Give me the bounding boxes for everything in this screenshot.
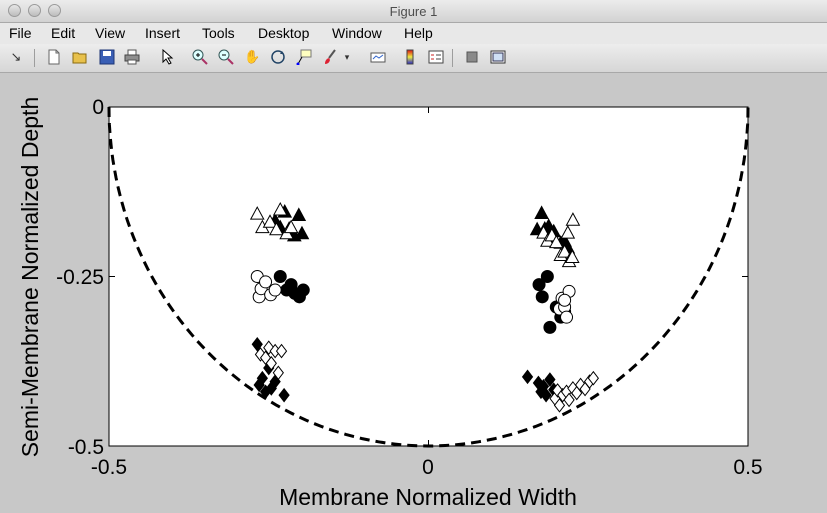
- data-point-triangle-open: [283, 219, 299, 234]
- x-axis-label: Membrane Normalized Width: [279, 484, 577, 510]
- rotate-3d-icon[interactable]: [270, 49, 286, 65]
- pan-icon[interactable]: ✋: [244, 49, 261, 64]
- data-point-circle-filled: [535, 290, 549, 304]
- zoom-window-button[interactable]: [48, 4, 61, 17]
- data-point-diamond-filled: [540, 387, 552, 403]
- y-tick-label: -0.25: [56, 266, 104, 289]
- menu-view[interactable]: View: [95, 25, 126, 41]
- y-tick-label: 0: [92, 96, 104, 119]
- y-tick-label: -0.5: [68, 436, 104, 459]
- x-tick-label: 0: [422, 456, 434, 479]
- toolbar-separator: [452, 49, 453, 67]
- data-point-diamond-open: [553, 397, 566, 413]
- link-plot-icon[interactable]: [370, 49, 386, 65]
- data-cursor-icon[interactable]: [296, 49, 312, 66]
- data-point-diamond-open: [587, 370, 599, 386]
- data-point-diamond-open: [272, 365, 284, 381]
- x-tick-label: -0.5: [91, 456, 127, 479]
- edit-plot-icon[interactable]: [160, 48, 176, 65]
- data-point-circle-filled: [540, 270, 554, 283]
- toolbar-separator: [34, 49, 35, 67]
- data-point-triangle-open: [560, 225, 576, 239]
- zoom-out-icon[interactable]: [218, 49, 234, 65]
- colorbar-icon[interactable]: [402, 49, 418, 65]
- scatter-plot: -0.5 0 0.5 0 -0.25 -0.5 Membrane Normali…: [17, 96, 763, 510]
- menu-desktop[interactable]: Desktop: [258, 25, 310, 41]
- data-point-diamond-open: [265, 355, 277, 371]
- new-figure-icon[interactable]: [46, 49, 62, 65]
- legend-icon[interactable]: [428, 49, 444, 65]
- print-icon[interactable]: [124, 49, 140, 65]
- data-point-circle-open: [560, 310, 574, 324]
- data-point-diamond-filled: [256, 370, 268, 386]
- data-point-diamond-filled: [278, 387, 290, 403]
- data-point-triangle-filled: [294, 225, 310, 240]
- data-point-circle-open: [259, 275, 273, 289]
- open-file-icon[interactable]: [72, 49, 88, 65]
- membrane-boundary-curve: [107, 106, 750, 448]
- hide-plot-tools-icon[interactable]: [464, 49, 480, 65]
- minimize-window-button[interactable]: [28, 4, 41, 17]
- data-point-diamond-filled: [251, 336, 263, 352]
- data-point-diamond-open: [275, 343, 288, 359]
- data-point-circle-filled: [296, 283, 310, 297]
- menu-insert[interactable]: Insert: [145, 25, 181, 41]
- data-point-circle-open: [558, 293, 572, 307]
- zoom-in-icon[interactable]: [192, 49, 208, 65]
- close-window-button[interactable]: [8, 4, 21, 17]
- data-point-diamond-filled: [521, 369, 534, 385]
- data-point-triangle-filled: [291, 207, 307, 221]
- window-title: Figure 1: [389, 4, 438, 19]
- show-plot-tools-icon[interactable]: [490, 49, 506, 65]
- save-icon[interactable]: [99, 49, 115, 65]
- data-point-triangle-open: [269, 221, 284, 236]
- data-point-triangle-open: [564, 249, 580, 264]
- menu-file[interactable]: File: [9, 25, 32, 41]
- plot-area: [109, 107, 748, 446]
- menu-tools[interactable]: Tools: [202, 25, 235, 41]
- arrow-icon[interactable]: ↘: [10, 49, 22, 64]
- menu-bar: File Edit View Insert Tools Desktop Wind…: [0, 23, 827, 44]
- x-tick-label: 0.5: [733, 456, 762, 479]
- data-point-triangle-open: [548, 234, 564, 249]
- data-point-circle-filled: [273, 270, 287, 283]
- data-point-diamond-open: [563, 392, 575, 408]
- chevron-down-icon[interactable]: ▾: [344, 52, 350, 62]
- y-axis-label: Semi-Membrane Normalized Depth: [17, 97, 43, 457]
- menu-help[interactable]: Help: [404, 25, 433, 41]
- figure-toolbar: ↘ ✋ ▾: [0, 44, 827, 73]
- data-point-triangle-open: [272, 202, 288, 216]
- menu-edit[interactable]: Edit: [51, 25, 76, 41]
- data-points: [249, 202, 599, 413]
- data-point-triangle-open: [249, 206, 265, 220]
- data-point-triangle-open: [262, 214, 278, 228]
- data-point-circle-filled: [532, 278, 546, 292]
- data-point-triangle-filled: [534, 205, 549, 219]
- title-bar: Figure 1: [0, 0, 827, 23]
- data-point-circle-open: [268, 283, 282, 297]
- data-point-circle-filled: [543, 320, 557, 334]
- data-point-triangle-open: [565, 212, 581, 226]
- data-point-diamond-filled: [544, 372, 556, 387]
- menu-window[interactable]: Window: [332, 25, 382, 41]
- brush-icon[interactable]: [322, 49, 338, 65]
- tick-labels: -0.5 0 0.5 0 -0.25 -0.5: [56, 96, 762, 479]
- data-point-triangle-open: [557, 244, 572, 258]
